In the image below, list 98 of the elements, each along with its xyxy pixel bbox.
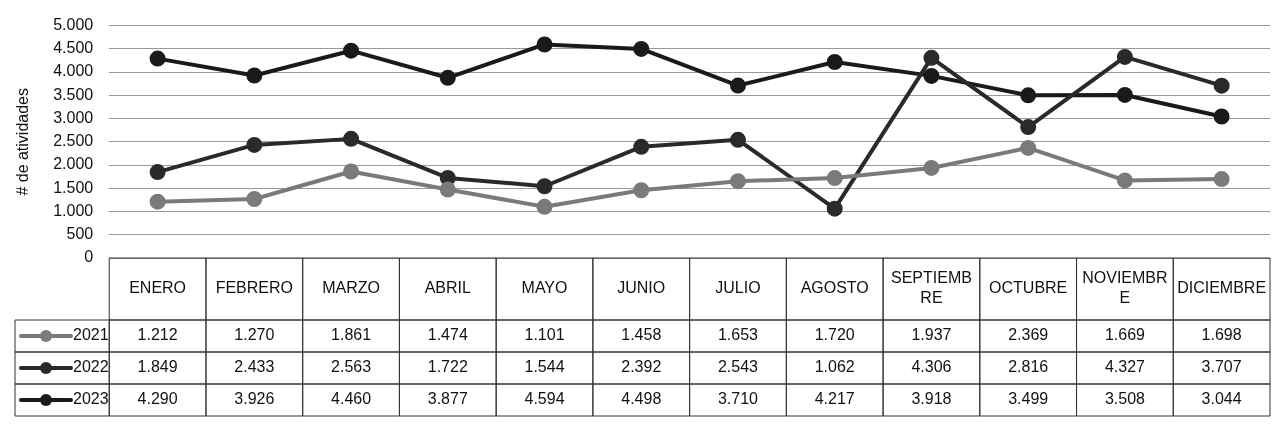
data-label: 1.101: [524, 326, 565, 344]
data-label: 3.044: [1201, 390, 1242, 408]
data-label: 3.707: [1201, 358, 1242, 376]
point: [1116, 48, 1133, 65]
point: [633, 138, 650, 155]
point: [923, 67, 940, 84]
point: [923, 159, 940, 176]
data-label: 4.306: [911, 358, 952, 376]
point: [1213, 77, 1230, 94]
data-label: 1.212: [137, 326, 178, 344]
point: [729, 173, 746, 190]
data-label: 1.544: [524, 358, 565, 376]
point: [343, 42, 360, 59]
point: [1213, 108, 1230, 125]
data-label: 2.563: [331, 358, 372, 376]
data-label: 4.498: [621, 390, 662, 408]
x-tick-label: SEPTIEMBRE: [890, 269, 972, 307]
data-label: 1.849: [137, 358, 178, 376]
point: [1020, 139, 1037, 156]
y-tick-label: 4.000: [53, 62, 94, 80]
data-label: 3.877: [427, 390, 468, 408]
x-tick-label: OCTUBRE: [989, 279, 1068, 297]
data-label: 2.369: [1008, 326, 1049, 344]
point: [536, 178, 553, 195]
x-tick-label: MAYO: [521, 279, 568, 297]
data-label: 3.508: [1104, 390, 1146, 408]
point: [439, 69, 456, 86]
data-label: 3.499: [1008, 390, 1049, 408]
legend-label: 2022: [73, 358, 109, 376]
data-label: 1.720: [814, 326, 855, 344]
data-label: 2.543: [717, 358, 759, 376]
data-label: 2.392: [621, 358, 662, 376]
point: [826, 53, 843, 70]
point: [633, 40, 650, 57]
y-tick-label: 1.000: [53, 201, 94, 219]
x-tick-label: AGOSTO: [800, 279, 869, 297]
point: [343, 163, 360, 180]
data-label: 3.710: [717, 390, 759, 408]
y-tick-label: 2.000: [53, 155, 94, 173]
data-label: 4.217: [814, 390, 855, 408]
point: [246, 67, 263, 84]
legend-label: 2021: [73, 326, 109, 344]
data-label: 1.698: [1201, 326, 1242, 344]
x-tick-label: ABRIL: [424, 279, 472, 297]
point: [729, 77, 746, 94]
data-label: 1.062: [814, 358, 855, 376]
point: [246, 136, 263, 153]
x-tick-label: JUNIO: [617, 279, 666, 297]
point: [536, 36, 553, 53]
y-tick-label: 500: [66, 225, 94, 243]
data-label: 1.474: [427, 326, 468, 344]
data-label: 4.460: [331, 390, 372, 408]
data-label: 3.926: [234, 390, 275, 408]
point: [729, 131, 746, 148]
data-label: 1.669: [1104, 326, 1146, 344]
point: [1020, 119, 1037, 136]
x-tick-label: NOVIEMBRE: [1082, 269, 1168, 307]
data-label: 1.722: [427, 358, 468, 376]
data-label: 2.433: [234, 358, 275, 376]
data-label: 4.290: [137, 390, 178, 408]
data-label: 1.653: [717, 326, 759, 344]
data-label: 1.458: [621, 326, 662, 344]
y-tick-label: 4.500: [53, 39, 94, 57]
x-tick-label: ENERO: [129, 279, 187, 297]
x-tick-label: DICIEMBRE: [1177, 279, 1267, 297]
y-tick-label: 0: [84, 248, 94, 266]
data-label: 4.327: [1104, 358, 1146, 376]
y-tick-label: 5.000: [53, 16, 94, 34]
x-tick-label: MARZO: [322, 279, 380, 297]
point: [536, 198, 553, 215]
data-label: 3.918: [911, 390, 952, 408]
data-label: 1.937: [911, 326, 952, 344]
point: [633, 182, 650, 199]
data-label: 1.270: [234, 326, 275, 344]
point: [1116, 86, 1133, 103]
x-tick-label: FEBRERO: [215, 279, 294, 297]
point: [149, 193, 166, 210]
point: [149, 164, 166, 181]
point: [826, 200, 843, 217]
point: [439, 181, 456, 198]
point: [826, 170, 843, 187]
point: [149, 50, 166, 67]
point: [246, 190, 263, 207]
data-label: 1.861: [331, 326, 372, 344]
legend-label: 2023: [73, 390, 109, 408]
point: [1020, 87, 1037, 104]
y-tick-label: 3.000: [53, 108, 94, 126]
point: [1116, 172, 1133, 189]
point: [923, 49, 940, 66]
x-tick-label: JULIO: [715, 279, 761, 297]
y-axis-title: # de atividades: [14, 87, 32, 196]
data-label: 2.816: [1008, 358, 1049, 376]
point: [1213, 171, 1230, 188]
y-tick-label: 1.500: [53, 178, 94, 196]
y-tick-label: 3.500: [53, 85, 94, 103]
point: [343, 130, 360, 147]
data-label: 4.594: [524, 390, 565, 408]
y-tick-label: 2.500: [53, 132, 94, 150]
